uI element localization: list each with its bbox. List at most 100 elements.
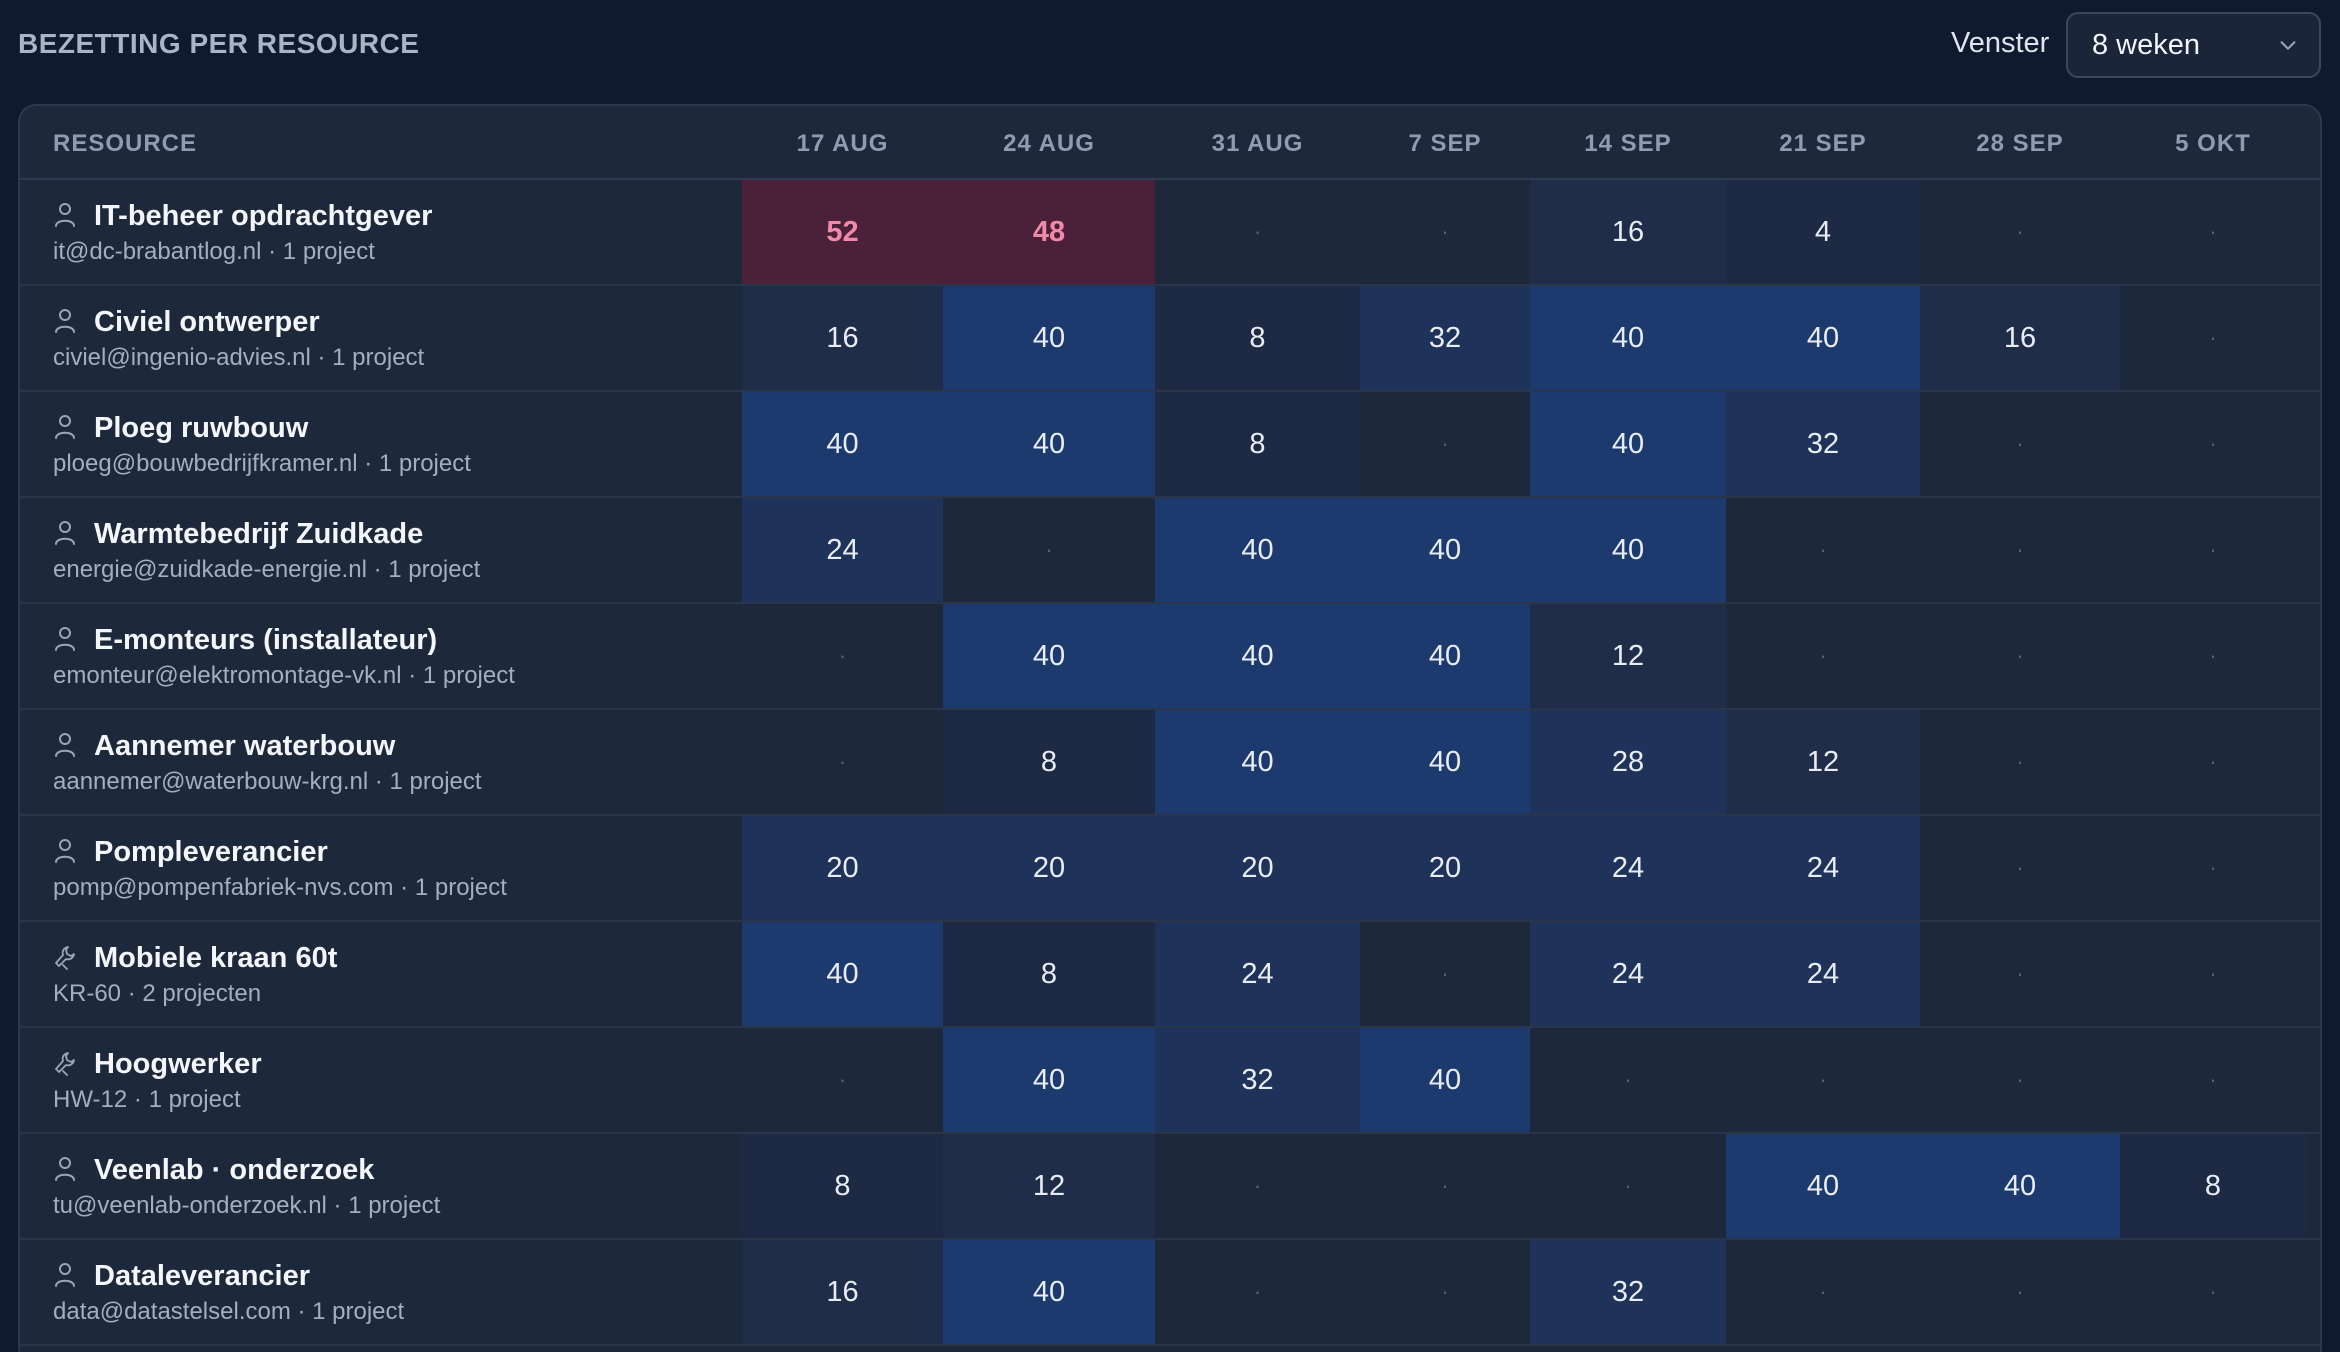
resource-cell[interactable]: Ploeg ruwbouw ploeg@bouwbedrijfkramer.nl … [20, 392, 760, 496]
hours-cell[interactable]: 16 [742, 286, 943, 390]
hours-cell[interactable]: · [2209, 643, 2217, 668]
resource-cell[interactable]: Veenlab · onderzoek tu@veenlab-onderzoek.… [20, 1134, 760, 1238]
hours-cell[interactable]: · [1819, 643, 1827, 668]
hours-cell[interactable]: · [1045, 537, 1053, 562]
hours-cell[interactable]: · [2209, 325, 2217, 350]
resource-cell[interactable]: Civiel ontwerper civiel@ingenio-advies.nl… [20, 286, 760, 390]
resource-cell[interactable]: Pompleverancier pomp@pompenfabriek-nvs.co… [20, 816, 760, 920]
hours-cell[interactable]: · [1441, 1279, 1449, 1304]
hours-cell[interactable]: 20 [742, 816, 943, 920]
hours-cell[interactable]: · [1253, 219, 1262, 244]
hours-cell[interactable]: 40 [1726, 286, 1920, 390]
hours-cell[interactable]: 40 [1360, 1028, 1530, 1132]
resource-cell[interactable]: E-monteurs (installateur) emonteur@elektr… [20, 604, 760, 708]
hours-cell[interactable]: · [1441, 431, 1449, 456]
table-row[interactable]: IT-beheer opdrachtgever it@dc-brabantlog.… [20, 180, 2320, 286]
hours-cell[interactable]: 40 [1360, 498, 1530, 602]
hours-cell[interactable]: 24 [1530, 816, 1726, 920]
hours-cell[interactable]: 40 [1360, 710, 1530, 814]
hours-cell[interactable]: · [2016, 961, 2024, 986]
hours-cell[interactable]: · [1441, 961, 1449, 986]
hours-cell[interactable]: · [2209, 537, 2217, 562]
hours-cell[interactable]: · [838, 643, 847, 668]
hours-cell[interactable]: 40 [1155, 498, 1360, 602]
hours-cell[interactable]: · [1819, 1067, 1827, 1092]
table-row[interactable]: Civiel ontwerper civiel@ingenio-advies.nl… [20, 286, 2320, 392]
hours-cell[interactable]: 24 [742, 498, 943, 602]
hours-cell[interactable]: 40 [742, 392, 943, 496]
hours-cell[interactable]: · [2016, 749, 2024, 774]
hours-cell[interactable]: 32 [1530, 1240, 1726, 1344]
hours-cell[interactable]: · [1819, 537, 1827, 562]
table-row[interactable]: Ploeg ruwbouw ploeg@bouwbedrijfkramer.nl … [20, 392, 2320, 498]
hours-cell[interactable]: 8 [943, 710, 1155, 814]
hours-cell[interactable]: 40 [943, 604, 1155, 708]
hours-cell[interactable]: · [2016, 537, 2024, 562]
hours-cell[interactable]: 24 [1530, 922, 1726, 1026]
hours-cell[interactable]: · [1624, 1173, 1632, 1198]
hours-cell[interactable]: · [2209, 749, 2217, 774]
hours-cell[interactable]: · [2209, 855, 2217, 880]
hours-cell[interactable]: 40 [1155, 604, 1360, 708]
table-row[interactable]: Hoogwerker HW-12 · 1 project · 40 32 40 · · · · [20, 1028, 2320, 1134]
hours-cell[interactable]: 8 [1155, 392, 1360, 496]
hours-cell[interactable]: · [2016, 431, 2024, 456]
hours-cell[interactable]: 20 [1360, 816, 1530, 920]
hours-cell[interactable]: · [1819, 1279, 1827, 1304]
hours-cell[interactable]: 24 [1155, 922, 1360, 1026]
hours-cell[interactable]: · [2209, 431, 2217, 456]
hours-cell[interactable]: 40 [943, 1028, 1155, 1132]
hours-cell[interactable]: · [2209, 219, 2217, 244]
hours-cell[interactable]: · [2016, 1279, 2024, 1304]
hours-cell[interactable]: 40 [943, 392, 1155, 496]
window-select[interactable]: 8 weken [2066, 12, 2321, 78]
hours-cell[interactable]: 40 [943, 286, 1155, 390]
hours-cell[interactable]: 32 [1726, 392, 1920, 496]
hours-cell[interactable]: 8 [2120, 1134, 2306, 1238]
hours-cell[interactable]: 16 [742, 1240, 943, 1344]
hours-cell[interactable]: · [2016, 643, 2024, 668]
table-row[interactable]: Mobiele kraan 60t KR-60 · 2 projecten 40 8 2… [20, 922, 2320, 1028]
hours-cell[interactable]: · [1253, 1279, 1262, 1304]
hours-cell[interactable]: 8 [1155, 286, 1360, 390]
hours-cell[interactable]: 40 [1155, 710, 1360, 814]
hours-cell[interactable]: · [1253, 1173, 1262, 1198]
hours-cell[interactable]: · [2209, 961, 2217, 986]
hours-cell[interactable]: 32 [1155, 1028, 1360, 1132]
hours-cell[interactable]: 40 [943, 1240, 1155, 1344]
hours-cell[interactable]: 28 [1530, 710, 1726, 814]
hours-cell[interactable]: · [1441, 1173, 1449, 1198]
table-row[interactable]: Dataleverancier data@datastelsel.com · 1 … [20, 1240, 2320, 1346]
table-row[interactable]: Aannemer waterbouw aannemer@waterbouw-krg… [20, 710, 2320, 816]
hours-cell[interactable]: · [2209, 1279, 2217, 1304]
hours-cell[interactable]: 4 [1726, 180, 1920, 284]
table-row[interactable]: E-monteurs (installateur) emonteur@elektr… [20, 604, 2320, 710]
hours-cell[interactable]: 40 [1920, 1134, 2120, 1238]
resource-cell[interactable]: Mobiele kraan 60t KR-60 · 2 projecten [20, 922, 760, 1026]
hours-cell[interactable]: 52 [742, 180, 943, 284]
hours-cell[interactable]: 8 [742, 1134, 943, 1238]
resource-cell[interactable]: IT-beheer opdrachtgever it@dc-brabantlog.… [20, 180, 760, 284]
hours-cell[interactable]: 24 [1726, 922, 1920, 1026]
hours-cell[interactable]: 40 [742, 922, 943, 1026]
hours-cell[interactable]: · [1441, 219, 1449, 244]
hours-cell[interactable]: 40 [1530, 392, 1726, 496]
resource-cell[interactable]: Warmtebedrijf Zuidkade energie@zuidkade-e… [20, 498, 760, 602]
hours-cell[interactable]: 20 [943, 816, 1155, 920]
hours-cell[interactable]: 12 [1726, 710, 1920, 814]
resource-cell[interactable]: Hoogwerker HW-12 · 1 project [20, 1028, 760, 1132]
hours-cell[interactable]: 40 [1360, 604, 1530, 708]
hours-cell[interactable]: · [838, 749, 847, 774]
resource-cell[interactable]: Aannemer waterbouw aannemer@waterbouw-krg… [20, 710, 760, 814]
hours-cell[interactable]: · [2209, 1067, 2217, 1092]
hours-cell[interactable]: 40 [1726, 1134, 1920, 1238]
hours-cell[interactable]: 24 [1726, 816, 1920, 920]
hours-cell[interactable]: 12 [943, 1134, 1155, 1238]
table-row[interactable]: Pompleverancier pomp@pompenfabriek-nvs.co… [20, 816, 2320, 922]
hours-cell[interactable]: 8 [943, 922, 1155, 1026]
hours-cell[interactable]: 12 [1530, 604, 1726, 708]
table-row[interactable]: Veenlab · onderzoek tu@veenlab-onderzoek.… [20, 1134, 2320, 1240]
hours-cell[interactable]: · [838, 1067, 847, 1092]
hours-cell[interactable]: 16 [1920, 286, 2120, 390]
hours-cell[interactable]: 20 [1155, 816, 1360, 920]
